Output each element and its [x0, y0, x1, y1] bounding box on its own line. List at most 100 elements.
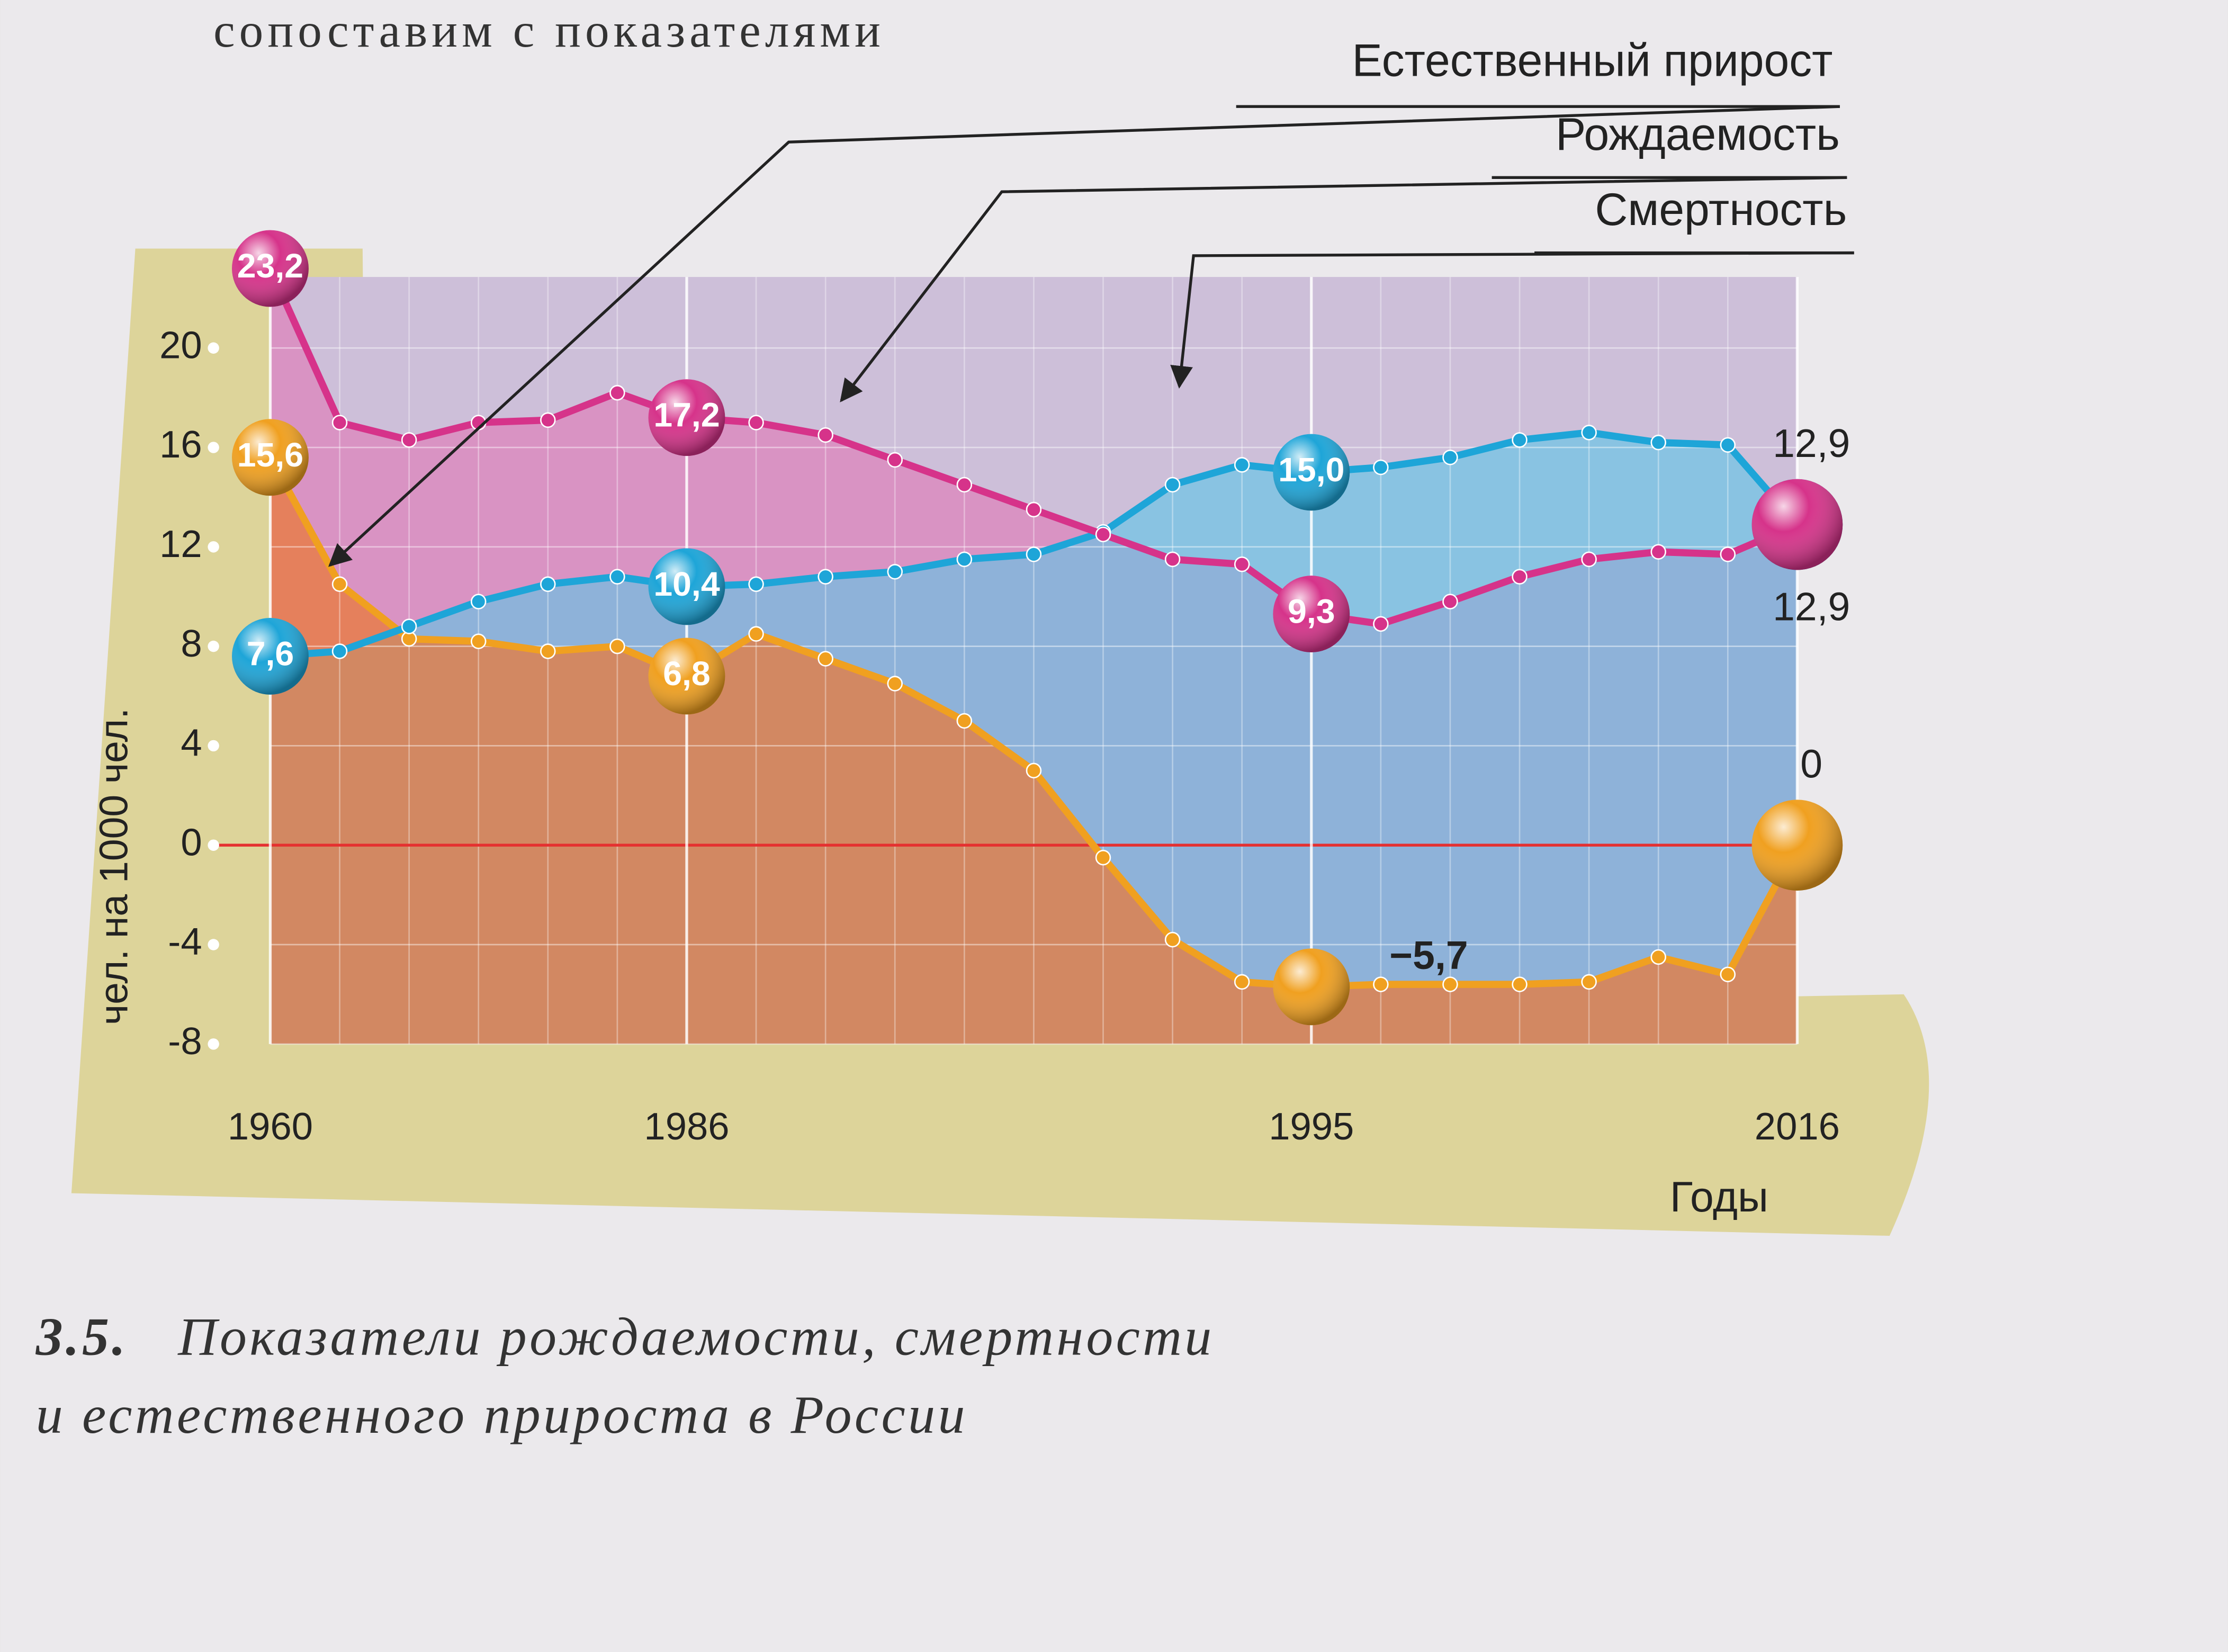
caption: Показатели рождаемости, смертности: [177, 1307, 1215, 1367]
point: [1650, 949, 1666, 965]
point: [1026, 762, 1042, 779]
y-tick-label: 8: [181, 622, 202, 665]
ball-shine: [232, 230, 309, 307]
ball-shine: [1751, 800, 1843, 891]
y-tick-dot: [208, 541, 219, 553]
data-label: 9,3: [1288, 592, 1335, 631]
ball-shine: [1273, 434, 1350, 511]
point: [470, 633, 487, 650]
x-tick-label: 1960: [228, 1105, 313, 1148]
data-label: 10,4: [653, 565, 720, 603]
data-label: 23,2: [237, 247, 303, 285]
point: [540, 576, 556, 592]
point: [1581, 974, 1597, 990]
y-tick-dot: [208, 1038, 219, 1050]
legend-arrow: [328, 105, 1840, 567]
point: [748, 415, 764, 430]
point: [1720, 966, 1736, 983]
point: [401, 432, 417, 448]
point: [817, 427, 833, 443]
x-tick-label: 2016: [1755, 1105, 1840, 1148]
ball-shine: [648, 548, 725, 625]
y-tick-label: -4: [168, 920, 202, 963]
legend-arrow: [1170, 251, 1854, 389]
y-tick-dot: [208, 939, 219, 950]
y-tick-label: 4: [181, 722, 202, 765]
point: [609, 638, 625, 654]
legend-label: Естественный прирост: [1352, 35, 1832, 86]
point: [1026, 501, 1042, 518]
data-label: 12,9: [1773, 584, 1850, 629]
point: [470, 594, 487, 609]
point: [1720, 546, 1736, 562]
data-label: −5,7: [1389, 933, 1468, 977]
caption: и естественного прироста в России: [36, 1385, 968, 1445]
point: [1720, 437, 1736, 453]
x-tick-label: 1995: [1269, 1105, 1354, 1148]
y-tick-label: 12: [159, 523, 202, 565]
plot: -8 -4 0 4 8 12 16 20 1960 1986 1995 2016 15,6 6,8 −5,7…: [159, 230, 1850, 1148]
legend-arrow: [840, 176, 1847, 402]
point: [748, 626, 764, 642]
point: [1581, 551, 1597, 568]
data-label: 12,9: [1773, 421, 1850, 465]
y-tick-dot: [208, 740, 219, 752]
point: [331, 415, 348, 430]
point: [1512, 432, 1528, 448]
ball-shine: [1273, 576, 1350, 653]
top-text: сопоставим с показателями: [213, 4, 885, 57]
point: [817, 569, 833, 585]
y-tick-dot: [208, 640, 219, 652]
point: [887, 564, 903, 580]
ball-shine: [648, 638, 725, 715]
point: [1026, 546, 1042, 562]
data-label: 15,6: [237, 436, 303, 474]
point: [1234, 974, 1250, 990]
point: [401, 618, 417, 634]
point: [1234, 556, 1250, 572]
legend-label: Рождаемость: [1556, 109, 1840, 160]
point: [1373, 976, 1389, 992]
point: [1442, 976, 1458, 992]
point: [609, 385, 625, 401]
point: [1512, 976, 1528, 992]
point: [956, 713, 973, 729]
point: [1095, 849, 1111, 866]
point: [1164, 477, 1181, 493]
x-tick-label: 1986: [644, 1105, 729, 1148]
point: [1442, 594, 1458, 609]
point: [540, 412, 556, 428]
y-tick-dot: [208, 839, 219, 851]
point: [817, 651, 833, 667]
area: [270, 457, 1798, 1044]
point: [956, 477, 973, 493]
y-tick-dot: [208, 342, 219, 354]
point: [748, 576, 764, 592]
y-tick-label: -8: [168, 1020, 202, 1063]
data-label: 0: [1800, 742, 1822, 786]
point: [609, 569, 625, 585]
point: [1095, 526, 1111, 543]
y-tick-label: 20: [159, 324, 202, 366]
point: [1373, 459, 1389, 475]
data-label: 15,0: [1278, 451, 1344, 489]
point: [331, 643, 348, 659]
point: [1442, 450, 1458, 465]
point: [887, 676, 903, 692]
point: [956, 551, 973, 568]
point: [1650, 434, 1666, 451]
data-label: 17,2: [653, 396, 720, 434]
ball-shine: [1273, 948, 1350, 1026]
caption-number: 3.5.: [35, 1307, 128, 1367]
point: [1373, 616, 1389, 632]
point: [1581, 425, 1597, 441]
ball-shine: [648, 379, 725, 456]
point: [331, 576, 348, 592]
y-tick-label: 0: [181, 821, 202, 864]
point: [1650, 544, 1666, 560]
y-tick-dot: [208, 442, 219, 453]
y-tick-label: 16: [159, 423, 202, 466]
point: [887, 452, 903, 468]
